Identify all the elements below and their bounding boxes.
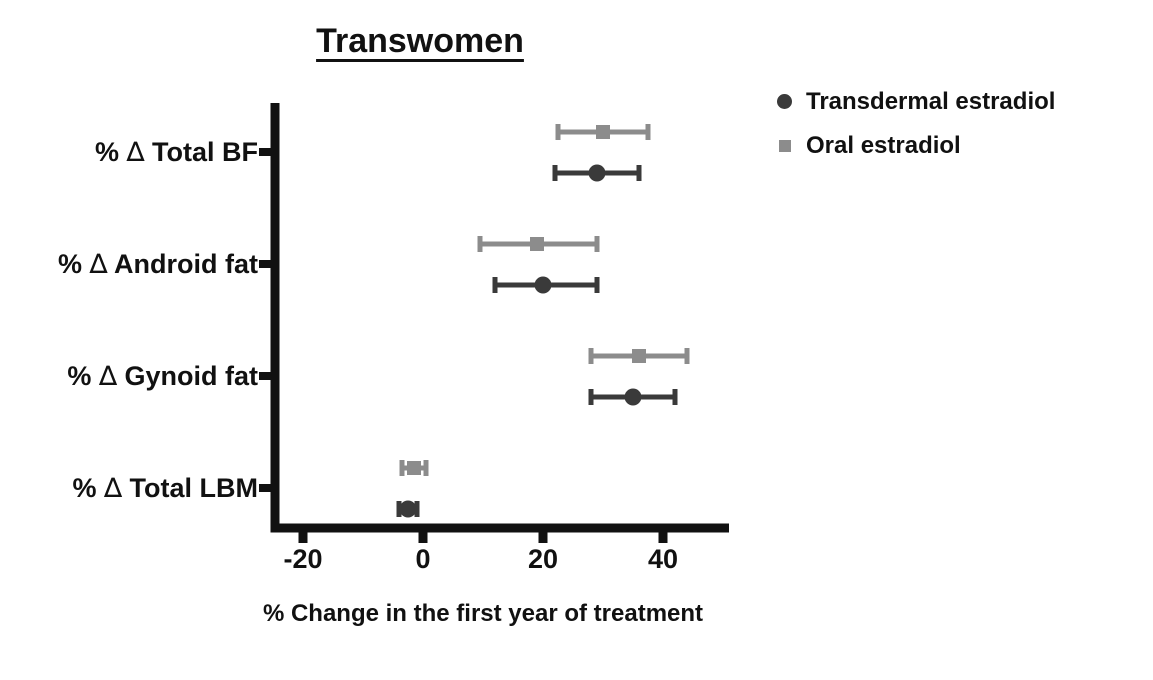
category-label: % ∆ Gynoid fat — [67, 361, 258, 392]
chart-title: Transwomen — [316, 22, 524, 60]
x-tick-label: 40 — [648, 544, 678, 574]
data-point-circle — [588, 164, 606, 182]
data-point-square — [632, 349, 646, 363]
data-point-square — [596, 125, 610, 139]
data-point-square — [407, 461, 421, 475]
data-point-circle — [534, 276, 552, 294]
circle-marker-icon — [776, 94, 793, 109]
x-tick-label: 0 — [415, 544, 430, 574]
legend-label-transdermal: Transdermal estradiol — [806, 87, 1056, 115]
category-label: % ∆ Total BF — [95, 137, 258, 168]
data-point-circle — [399, 500, 417, 518]
x-axis-label: % Change in the first year of treatment — [262, 600, 704, 627]
data-point-square — [530, 237, 544, 251]
legend-item-oral: Oral estradiol — [776, 128, 1055, 163]
category-label: % ∆ Total LBM — [72, 473, 258, 504]
x-tick-label: -20 — [283, 544, 322, 574]
data-point-circle — [624, 388, 642, 406]
category-label: % ∆ Android fat — [58, 249, 258, 280]
x-tick-label: 20 — [528, 544, 558, 574]
legend-item-transdermal: Transdermal estradiol — [776, 84, 1055, 119]
legend: Transdermal estradiol Oral estradiol — [776, 84, 1055, 163]
square-marker-icon — [776, 139, 793, 152]
legend-label-oral: Oral estradiol — [806, 131, 961, 159]
